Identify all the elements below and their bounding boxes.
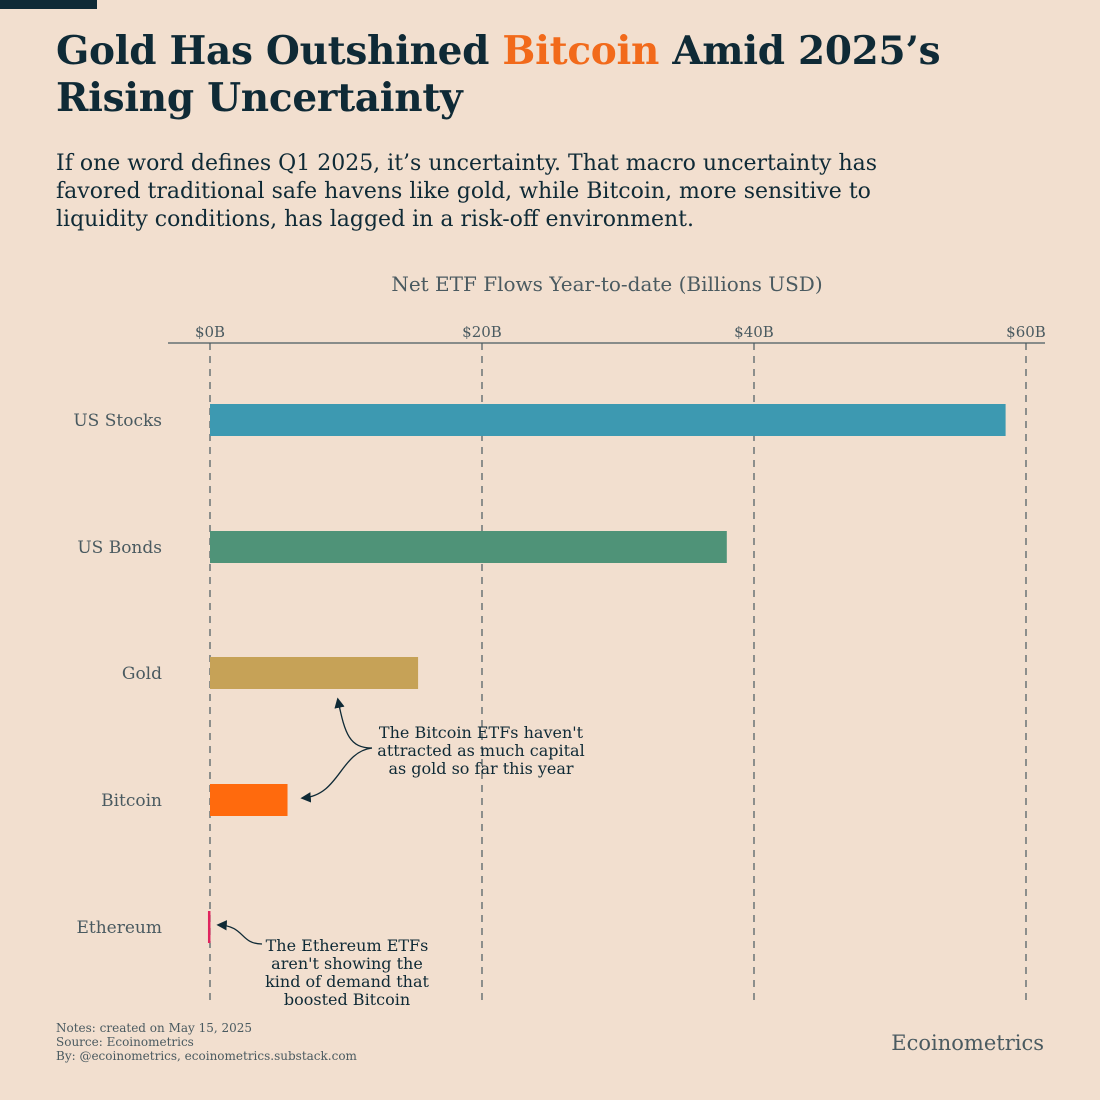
brand-logo-text: Ecoinometrics <box>891 1031 1044 1055</box>
category-label: US Bonds <box>77 538 162 558</box>
bar-bitcoin <box>210 784 288 816</box>
footer-notes: Notes: created on May 15, 2025 <box>56 1021 253 1035</box>
footer-by: By: @ecoinometrics, ecoinometrics.substa… <box>56 1049 357 1063</box>
category-label: Bitcoin <box>101 791 162 811</box>
page-title: Gold Has Outshined Bitcoin Amid 2025’s R… <box>56 28 1056 122</box>
arrow-to-gold <box>334 697 373 749</box>
x-tick-label: $0B <box>195 323 225 341</box>
top-accent-bar <box>0 0 97 9</box>
bar-us-bonds <box>210 531 727 563</box>
arrow-to-ethereum <box>216 920 263 945</box>
footer-source: Source: Ecoinometrics <box>56 1035 194 1049</box>
bar-gold <box>210 657 419 689</box>
title-part2: Amid 2025’s Rising Uncertainty <box>56 28 941 121</box>
chart-title: Net ETF Flows Year-to-date (Billions USD… <box>391 272 822 296</box>
annotation-ethereum: The Ethereum ETFs aren't showing the kin… <box>265 936 429 1009</box>
subtitle: If one word defines Q1 2025, it’s uncert… <box>56 151 878 232</box>
x-tick-label: $40B <box>734 323 774 341</box>
bar-ethereum <box>207 911 211 943</box>
category-label: Ethereum <box>76 918 162 938</box>
title-highlight: Bitcoin <box>502 28 660 74</box>
category-label: Gold <box>122 664 162 684</box>
bar-us-stocks <box>210 404 1006 436</box>
arrow-to-bitcoin <box>300 747 373 803</box>
title-part1: Gold Has Outshined <box>56 28 503 74</box>
x-tick-label: $20B <box>462 323 502 341</box>
annotation-bitcoin: The Bitcoin ETFs haven't attracted as mu… <box>377 723 585 778</box>
footer: Notes: created on May 15, 2025 Source: E… <box>56 1021 357 1063</box>
x-tick-label: $60B <box>1006 323 1046 341</box>
category-label: US Stocks <box>73 411 162 431</box>
